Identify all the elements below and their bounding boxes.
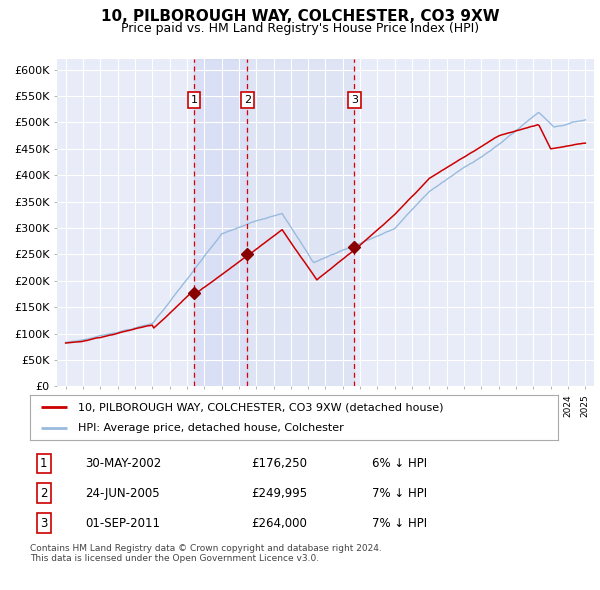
- Text: 2: 2: [40, 487, 47, 500]
- Text: 7% ↓ HPI: 7% ↓ HPI: [372, 517, 427, 530]
- Text: 10, PILBOROUGH WAY, COLCHESTER, CO3 9XW: 10, PILBOROUGH WAY, COLCHESTER, CO3 9XW: [101, 9, 499, 24]
- Text: HPI: Average price, detached house, Colchester: HPI: Average price, detached house, Colc…: [77, 422, 343, 432]
- Bar: [194, 59, 247, 386]
- Text: £176,250: £176,250: [251, 457, 307, 470]
- Text: 3: 3: [351, 95, 358, 105]
- Text: £264,000: £264,000: [251, 517, 307, 530]
- Text: 01-SEP-2011: 01-SEP-2011: [85, 517, 160, 530]
- Text: Contains HM Land Registry data © Crown copyright and database right 2024.
This d: Contains HM Land Registry data © Crown c…: [30, 544, 382, 563]
- Text: 6% ↓ HPI: 6% ↓ HPI: [372, 457, 427, 470]
- Text: 2: 2: [244, 95, 251, 105]
- Text: 1: 1: [191, 95, 197, 105]
- Text: 7% ↓ HPI: 7% ↓ HPI: [372, 487, 427, 500]
- Text: Price paid vs. HM Land Registry's House Price Index (HPI): Price paid vs. HM Land Registry's House …: [121, 22, 479, 35]
- Text: 10, PILBOROUGH WAY, COLCHESTER, CO3 9XW (detached house): 10, PILBOROUGH WAY, COLCHESTER, CO3 9XW …: [77, 402, 443, 412]
- Text: 1: 1: [40, 457, 47, 470]
- Text: £249,995: £249,995: [251, 487, 307, 500]
- Text: 30-MAY-2002: 30-MAY-2002: [85, 457, 161, 470]
- Bar: [247, 59, 355, 386]
- Text: 24-JUN-2005: 24-JUN-2005: [85, 487, 160, 500]
- Text: 3: 3: [40, 517, 47, 530]
